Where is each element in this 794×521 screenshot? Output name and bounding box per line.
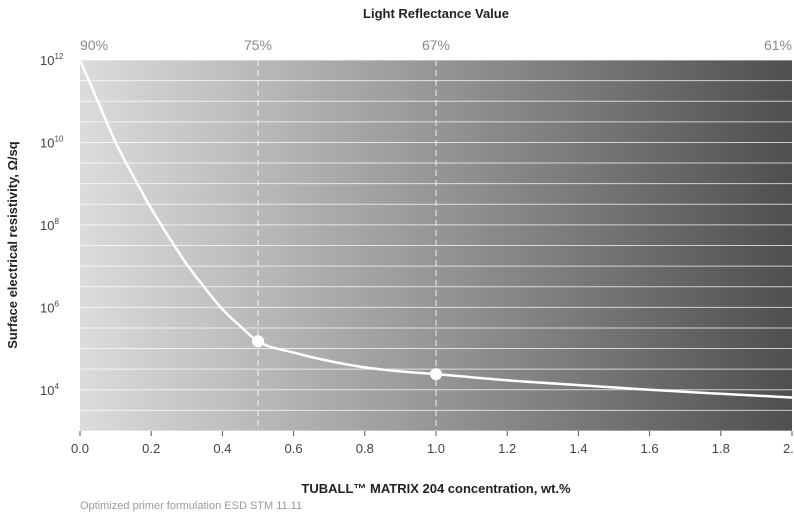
top-axis-label: 67% (422, 37, 450, 53)
reference-lines (257, 60, 437, 431)
x-tick-label: 0.0 (71, 441, 89, 456)
x-tick-label: 2.0 (783, 441, 794, 456)
x-tick-label: 0.8 (356, 441, 374, 456)
series-layer (78, 59, 793, 399)
highlight-points (252, 335, 442, 381)
x-tick-label: 1.6 (641, 441, 659, 456)
top-axis-labels: 90% 75% 67% 61% (80, 37, 792, 53)
y-tick-label: 1012 (40, 52, 64, 68)
caption: Optimized primer formulation ESD STM 11.… (80, 500, 303, 512)
highlight-point (430, 368, 442, 381)
x-tick-label: 1.2 (498, 441, 516, 456)
series-line (78, 59, 793, 399)
highlight-point (252, 335, 264, 348)
y-tick-label: 108 (40, 217, 59, 233)
x-tick-label: 0.2 (142, 441, 160, 456)
top-axis-label: 90% (80, 37, 108, 53)
y-axis-ticks: 104 106 108 1010 1012 (40, 52, 64, 398)
x-tick-label: 1.0 (427, 441, 445, 456)
y-tick-label: 1010 (40, 134, 64, 150)
y-tick-label: 106 (40, 299, 59, 315)
x-axis-title: TUBALL™ MATRIX 204 concentration, wt.% (301, 481, 571, 496)
y-axis-title: Surface electrical resistivity, Ω/sq (5, 141, 20, 349)
x-tick-label: 0.4 (213, 441, 231, 456)
top-axis-label: 75% (244, 37, 272, 53)
x-tick-label: 0.6 (285, 441, 303, 456)
x-tick-label: 1.4 (569, 441, 587, 456)
top-axis-label: 61% (764, 37, 792, 53)
y-tick-label: 104 (40, 382, 59, 398)
top-axis-title: Light Reflectance Value (363, 6, 509, 21)
x-tick-label: 1.8 (712, 441, 730, 456)
x-axis-ticks: 0.0 0.2 0.4 0.6 0.8 1.0 1.2 1.4 1.6 1.8 2.0 (71, 431, 794, 456)
